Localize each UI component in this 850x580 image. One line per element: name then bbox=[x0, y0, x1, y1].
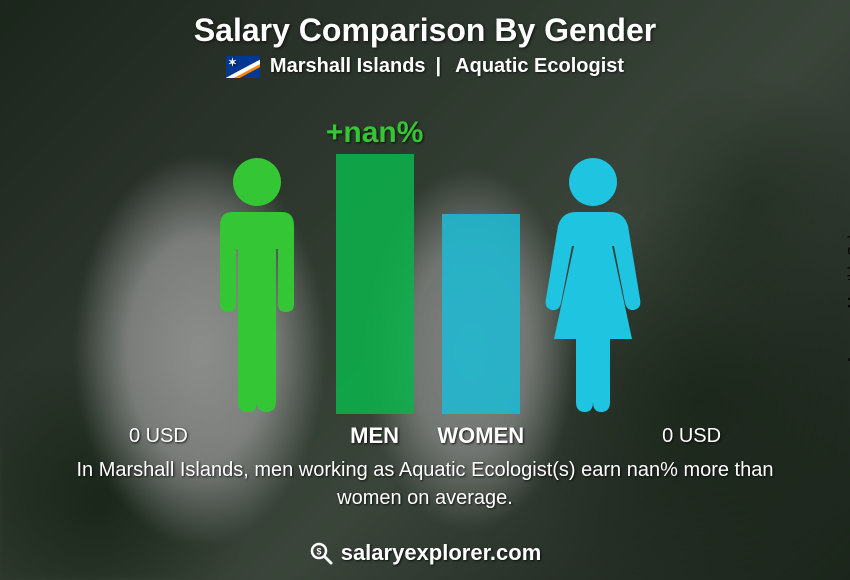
women-value-col: 0 USD bbox=[662, 154, 721, 450]
occupation-text: Aquatic Ecologist bbox=[455, 55, 624, 78]
male-figure-icon bbox=[202, 154, 312, 414]
women-value: 0 USD bbox=[662, 422, 721, 450]
men-value-col: 0 USD bbox=[129, 154, 188, 450]
women-bar-col: WOMEN bbox=[437, 214, 524, 450]
men-label: MEN bbox=[350, 422, 399, 450]
difference-label: +nan% bbox=[326, 116, 424, 150]
flag-icon: ✶ bbox=[226, 56, 260, 78]
women-label: WOMEN bbox=[437, 422, 524, 450]
separator: | bbox=[436, 55, 442, 78]
women-figure-col bbox=[538, 154, 648, 450]
men-bar-col: +nan% MEN bbox=[326, 116, 424, 450]
chart-area: 0 USD +nan% MEN WOMEN bbox=[0, 110, 850, 450]
women-bar bbox=[442, 214, 520, 414]
footer: $ salaryexplorer.com bbox=[0, 540, 850, 566]
main-title: Salary Comparison By Gender bbox=[0, 0, 850, 49]
men-bar bbox=[336, 154, 414, 414]
magnifier-dollar-icon: $ bbox=[309, 541, 333, 565]
infographic-content: Salary Comparison By Gender ✶ Marshall I… bbox=[0, 0, 850, 580]
female-figure-icon bbox=[538, 154, 648, 414]
subtitle-row: ✶ Marshall Islands | Aquatic Ecologist bbox=[0, 55, 850, 78]
men-figure-col bbox=[202, 154, 312, 450]
svg-text:$: $ bbox=[316, 547, 321, 557]
footer-text: salaryexplorer.com bbox=[341, 540, 542, 566]
y-axis-label: Average Monthly Salary bbox=[844, 216, 850, 364]
location-text: Marshall Islands bbox=[270, 55, 426, 78]
caption-text: In Marshall Islands, men working as Aqua… bbox=[60, 456, 790, 512]
men-value: 0 USD bbox=[129, 422, 188, 450]
